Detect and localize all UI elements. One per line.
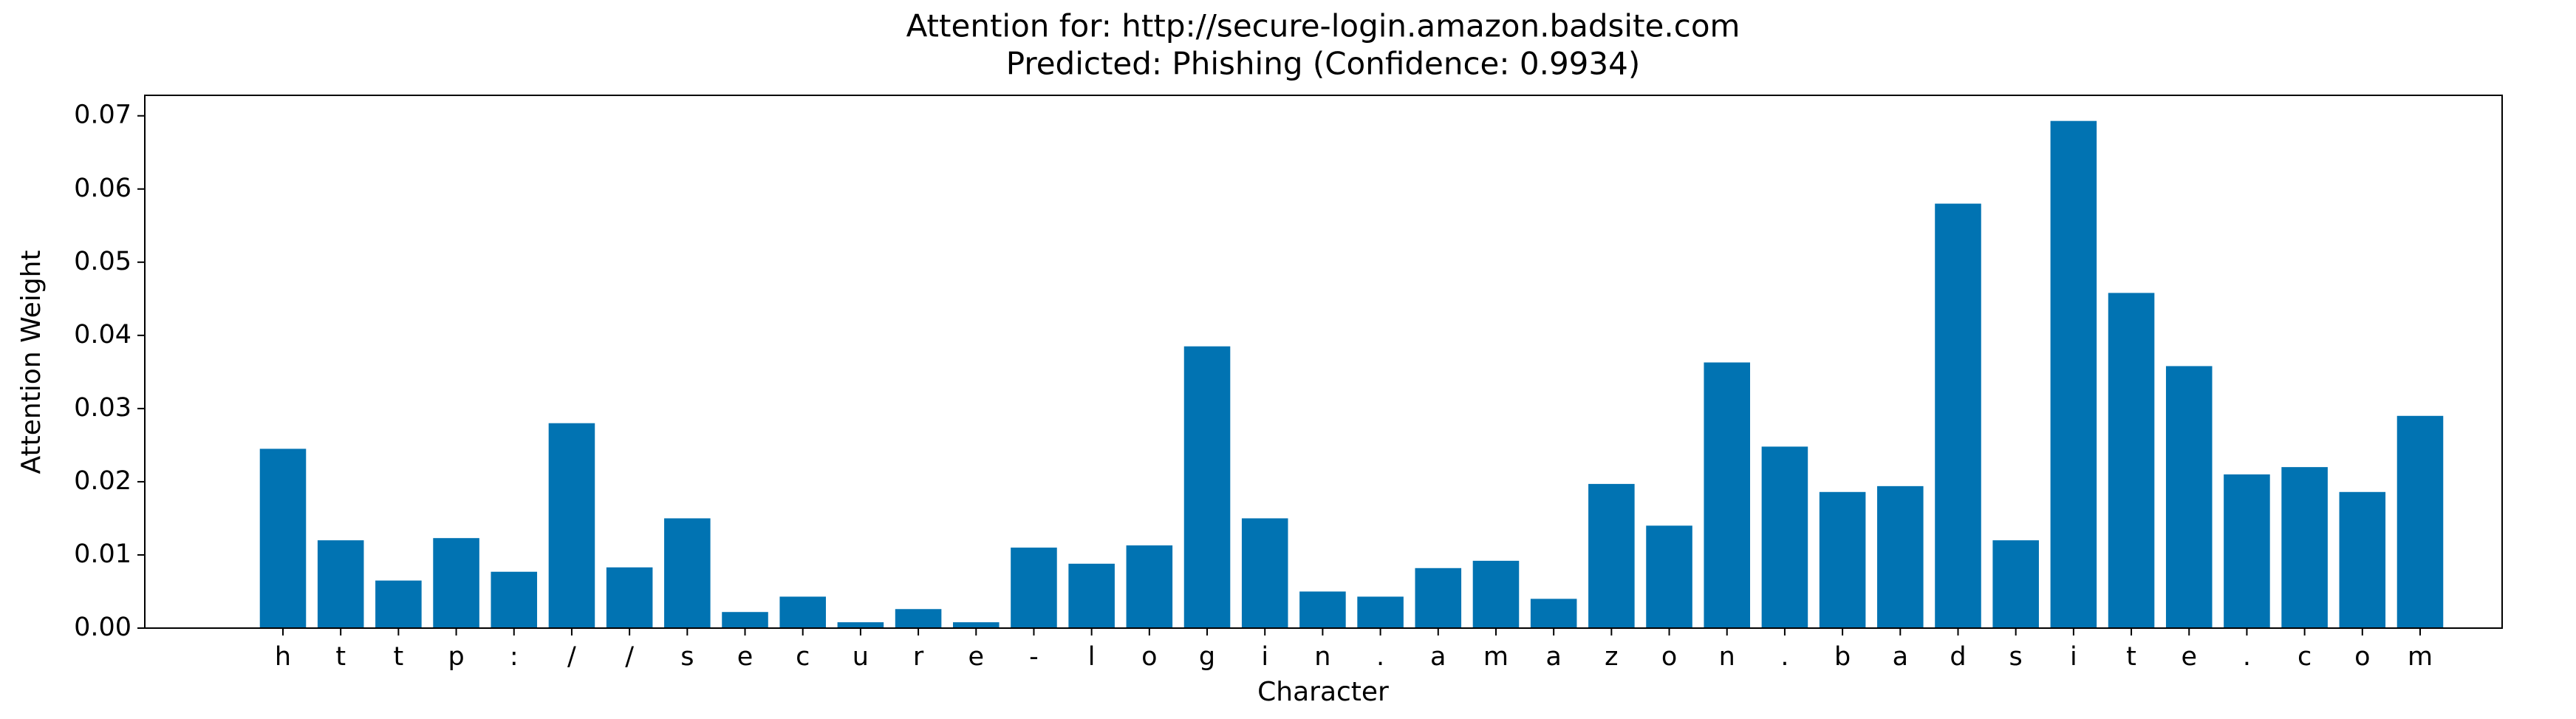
bar bbox=[2050, 120, 2097, 629]
x-tick-label: t bbox=[394, 642, 404, 672]
bar bbox=[1126, 545, 1173, 628]
bar bbox=[1068, 563, 1115, 628]
bar bbox=[1530, 599, 1577, 628]
bar bbox=[2224, 474, 2270, 628]
bar bbox=[606, 567, 653, 628]
bar bbox=[548, 423, 595, 628]
bar bbox=[1588, 483, 1635, 628]
x-tick-label: z bbox=[1605, 642, 1618, 672]
bar bbox=[1299, 591, 1346, 628]
x-tick-label: s bbox=[2009, 642, 2023, 672]
bar bbox=[2165, 366, 2213, 628]
bar bbox=[433, 538, 479, 628]
bar bbox=[1761, 446, 1808, 628]
y-tick-label: 0.04 bbox=[74, 320, 131, 350]
x-tick-label: a bbox=[1430, 642, 1446, 672]
x-tick-label: n bbox=[1314, 642, 1330, 672]
bar bbox=[1877, 485, 1924, 628]
bar bbox=[2396, 415, 2444, 628]
x-tick-label: s bbox=[680, 642, 694, 672]
x-tick-label: / bbox=[567, 642, 576, 672]
x-tick-label: / bbox=[625, 642, 634, 672]
y-tick-label: 0.06 bbox=[74, 174, 131, 203]
bar bbox=[491, 571, 538, 628]
bar bbox=[1415, 568, 1462, 628]
bar bbox=[1819, 491, 1866, 628]
y-tick-label: 0.05 bbox=[74, 247, 131, 276]
bar bbox=[1992, 540, 2039, 628]
x-tick-label: m bbox=[2408, 642, 2433, 672]
x-tick-label: i bbox=[2070, 642, 2077, 672]
x-tick-label: a bbox=[1893, 642, 1908, 672]
bar bbox=[952, 622, 1000, 628]
x-tick-label: a bbox=[1545, 642, 1561, 672]
x-tick-label: p bbox=[448, 642, 464, 672]
x-tick-label: o bbox=[1661, 642, 1677, 672]
y-tick-label: 0.07 bbox=[74, 100, 131, 130]
x-tick-label: t bbox=[2126, 642, 2136, 672]
x-tick-label: . bbox=[1780, 642, 1788, 672]
x-tick-label: . bbox=[2243, 642, 2251, 672]
x-tick-label: m bbox=[1483, 642, 1509, 672]
bar bbox=[722, 612, 768, 628]
bar bbox=[375, 580, 422, 628]
x-tick-label: u bbox=[853, 642, 869, 672]
x-tick-label: g bbox=[1199, 642, 1215, 672]
x-tick-label: : bbox=[510, 642, 519, 672]
chart-title: Attention for: http://secure-login.amazo… bbox=[906, 8, 1740, 44]
bar bbox=[779, 596, 826, 628]
x-tick-label: e bbox=[2181, 642, 2197, 672]
bar bbox=[2108, 293, 2155, 628]
x-tick-label: l bbox=[1088, 642, 1096, 672]
bar bbox=[664, 518, 711, 628]
x-tick-label: e bbox=[737, 642, 754, 672]
x-tick-label: h bbox=[275, 642, 291, 672]
bar bbox=[317, 540, 364, 628]
x-axis-label: Character bbox=[1257, 677, 1389, 707]
bar bbox=[1646, 525, 1692, 628]
bar bbox=[259, 449, 307, 628]
bar bbox=[1704, 362, 1751, 628]
y-tick-label: 0.00 bbox=[74, 613, 131, 642]
plot-frame bbox=[144, 95, 2503, 629]
y-tick-label: 0.02 bbox=[74, 466, 131, 496]
x-tick-label: c bbox=[796, 642, 810, 672]
bar bbox=[1357, 596, 1404, 628]
x-tick-label: i bbox=[1261, 642, 1268, 672]
x-tick-label: d bbox=[1950, 642, 1966, 672]
x-tick-label: c bbox=[2297, 642, 2312, 672]
bar bbox=[1935, 203, 1981, 629]
bar bbox=[837, 622, 884, 628]
x-tick-label: - bbox=[1029, 642, 1039, 672]
y-tick-label: 0.03 bbox=[74, 393, 131, 423]
bar bbox=[2281, 467, 2328, 628]
chart-subtitle: Predicted: Phishing (Confidence: 0.9934) bbox=[1006, 46, 1640, 82]
x-tick-label: e bbox=[968, 642, 984, 672]
bar bbox=[895, 609, 942, 628]
bar bbox=[1011, 548, 1057, 628]
x-tick-label: r bbox=[913, 642, 924, 672]
y-tick-label: 0.01 bbox=[74, 539, 131, 569]
bar bbox=[1241, 518, 1288, 628]
x-tick-label: t bbox=[335, 642, 346, 672]
bar bbox=[2339, 491, 2386, 628]
bar bbox=[1472, 560, 1520, 628]
x-tick-label: o bbox=[2354, 642, 2370, 672]
y-axis-label: Attention Weight bbox=[16, 250, 47, 474]
x-tick-label: o bbox=[1141, 642, 1157, 672]
x-tick-label: n bbox=[1719, 642, 1735, 672]
x-tick-label: . bbox=[1376, 642, 1384, 672]
x-tick-label: b bbox=[1834, 642, 1851, 672]
bar bbox=[1183, 346, 1231, 628]
